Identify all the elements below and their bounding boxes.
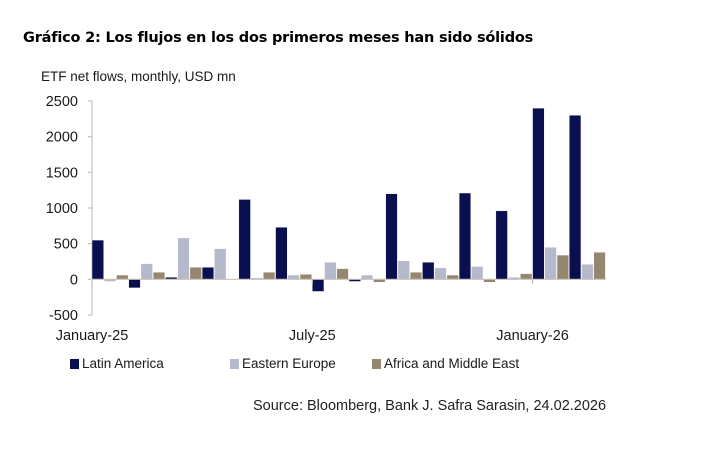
legend-item-latin-america: Latin America xyxy=(70,356,230,371)
y-tick-label: -500 xyxy=(49,308,78,324)
bar-eastern-europe-nov-25 xyxy=(471,266,484,280)
bar-latin-america-jun-25 xyxy=(275,227,288,280)
y-tick-label: 2000 xyxy=(46,130,78,146)
legend-label: Africa and Middle East xyxy=(384,356,520,371)
bar-eastern-europe-mar-25 xyxy=(177,237,190,280)
y-tick-label: 2500 xyxy=(46,94,78,110)
y-tick-label: 500 xyxy=(54,237,78,253)
legend-swatch-africa-middle-east xyxy=(372,358,381,369)
bar-latin-america-nov-25 xyxy=(458,192,471,280)
bar-latin-america-jul-25 xyxy=(312,279,325,292)
bar-africa-and-middle-east-sep-25 xyxy=(409,272,423,280)
bar-eastern-europe-jul-25 xyxy=(324,262,337,280)
bar-latin-america-feb-26 xyxy=(569,115,582,280)
bar-latin-america-dec-25 xyxy=(495,210,508,280)
legend-item-africa-middle-east: Africa and Middle East xyxy=(372,356,519,371)
y-tick-label: 1000 xyxy=(46,201,78,217)
legend-item-eastern-europe: Eastern Europe xyxy=(230,356,372,371)
bar-eastern-europe-jun-25 xyxy=(287,274,300,280)
legend-swatch-latin-america xyxy=(70,358,79,369)
bar-latin-america-oct-25 xyxy=(422,262,435,280)
bar-africa-and-middle-east-dec-25 xyxy=(520,273,533,280)
y-tick-label: 0 xyxy=(70,272,78,288)
bar-latin-america-sep-25 xyxy=(385,193,398,280)
bar-africa-and-middle-east-jan-25 xyxy=(116,274,129,280)
y-tick-labels: 2500 2000 1500 1000 500 0 -500 xyxy=(46,94,78,324)
bar-latin-america-feb-25 xyxy=(128,279,141,289)
legend: Latin America Eastern Europe Africa and … xyxy=(70,356,519,371)
x-tick-label: July-25 xyxy=(289,328,336,344)
bar-eastern-europe-sep-25 xyxy=(397,260,410,280)
bar-eastern-europe-aug-25 xyxy=(361,274,374,280)
legend-swatch-eastern-europe xyxy=(230,358,239,369)
x-tick-label: January-25 xyxy=(56,328,129,344)
bar-latin-america-jan-25 xyxy=(91,239,104,280)
chart-subtitle: ETF net flows, monthly, USD mn xyxy=(41,69,236,84)
bar-latin-america-jan-26 xyxy=(532,107,545,280)
bar-latin-america-apr-25 xyxy=(201,267,214,280)
bar-africa-and-middle-east-jan-26 xyxy=(556,254,569,280)
x-tick-label: January-26 xyxy=(496,328,569,344)
bar-eastern-europe-feb-25 xyxy=(140,263,153,280)
bar-eastern-europe-feb-26 xyxy=(581,264,594,280)
legend-label: Latin America xyxy=(82,356,164,371)
bar-africa-and-middle-east-may-25 xyxy=(263,272,276,280)
bar-eastern-europe-oct-25 xyxy=(434,267,447,280)
bar-eastern-europe-jan-26 xyxy=(544,247,557,280)
bar-africa-and-middle-east-jun-25 xyxy=(299,274,312,280)
y-tick-label: 1500 xyxy=(46,165,78,181)
bar-africa-and-middle-east-oct-25 xyxy=(446,274,459,280)
bar-africa-and-middle-east-jul-25 xyxy=(336,268,349,280)
bar-latin-america-may-25 xyxy=(238,199,251,280)
bar-eastern-europe-apr-25 xyxy=(214,248,227,280)
source-note: Source: Bloomberg, Bank J. Safra Sarasin… xyxy=(253,398,607,414)
bar-africa-and-middle-east-feb-25 xyxy=(152,272,166,280)
legend-label: Eastern Europe xyxy=(242,356,336,371)
x-tick-labels: January-25 July-25 January-26 xyxy=(56,279,569,344)
bar-africa-and-middle-east-feb-26 xyxy=(593,252,606,280)
bars xyxy=(91,107,606,292)
bar-africa-and-middle-east-mar-25 xyxy=(189,267,202,280)
chart-title: Gráfico 2: Los flujos en los dos primero… xyxy=(23,30,534,46)
